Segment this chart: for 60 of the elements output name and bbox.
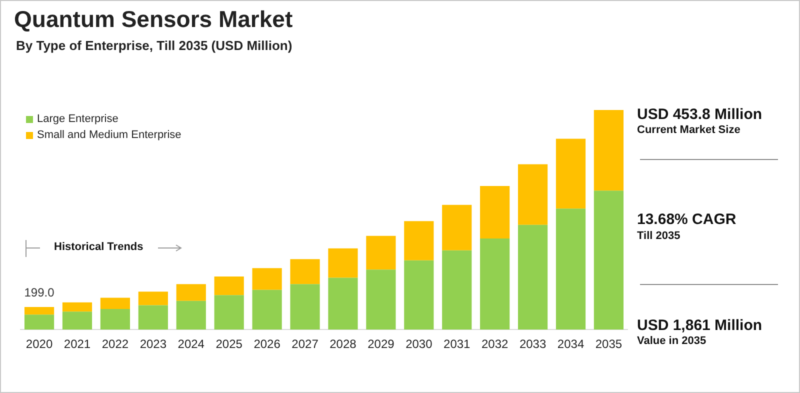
x-tick-label: 2027 xyxy=(292,337,319,352)
bar xyxy=(328,248,358,278)
bar xyxy=(366,270,396,330)
x-tick-label: 2032 xyxy=(481,337,509,352)
x-tick-label: 2029 xyxy=(368,337,395,352)
bar xyxy=(366,236,396,270)
annotation: Historical Trends xyxy=(54,241,144,253)
chart-subtitle: By Type of Enterprise, Till 2035 (USD Million) xyxy=(16,38,292,53)
bar xyxy=(290,259,320,284)
x-tick-label: 2021 xyxy=(64,337,91,352)
text: USD 453.8 Million xyxy=(637,106,762,123)
x-tick-label: 2026 xyxy=(254,337,281,352)
bar xyxy=(556,208,586,330)
bar xyxy=(252,290,282,330)
bar xyxy=(176,300,206,330)
x-tick-label: 2028 xyxy=(330,337,357,352)
bar xyxy=(556,138,586,209)
chart-title: Quantum Sensors Market xyxy=(14,6,293,33)
legend-label: Large Enterprise xyxy=(37,113,118,125)
text: Value in 2035 xyxy=(637,335,706,347)
x-tick-label: 2033 xyxy=(519,337,546,352)
text: USD 1,861 Million xyxy=(637,317,762,334)
bar xyxy=(518,164,548,225)
bar xyxy=(328,278,358,330)
text: 13.68% CAGR xyxy=(637,211,736,228)
annotation: 199.0 xyxy=(24,285,55,300)
x-tick-label: 2022 xyxy=(102,337,129,352)
bar xyxy=(138,292,168,306)
x-tick-label: 2024 xyxy=(178,337,205,352)
bar xyxy=(24,314,54,330)
bar xyxy=(62,312,92,330)
x-tick-label: 2023 xyxy=(140,337,167,352)
bar xyxy=(290,284,320,330)
bar xyxy=(404,260,434,330)
bar xyxy=(214,276,244,296)
bar xyxy=(480,186,510,238)
x-tick-label: 2035 xyxy=(595,337,622,352)
bar xyxy=(404,221,434,260)
bar xyxy=(176,284,206,301)
bar xyxy=(100,308,130,330)
text: Till 2035 xyxy=(637,230,680,242)
bar xyxy=(62,302,92,312)
bar xyxy=(138,305,168,330)
legend-label: Small and Medium Enterprise xyxy=(37,129,182,141)
bar xyxy=(442,204,472,250)
bar xyxy=(594,110,624,191)
bar xyxy=(518,224,548,330)
bar xyxy=(24,306,54,315)
x-tick-label: 2031 xyxy=(444,337,471,352)
x-tick-label: 2025 xyxy=(216,337,243,352)
text: Current Market Size xyxy=(637,124,740,136)
x-tick-label: 2020 xyxy=(26,337,53,352)
bar xyxy=(442,250,472,330)
x-tick-label: 2030 xyxy=(406,337,433,352)
bar xyxy=(100,298,130,309)
bar xyxy=(214,295,244,330)
bar xyxy=(594,190,624,330)
bar xyxy=(480,238,510,330)
bar xyxy=(252,268,282,290)
x-tick-label: 2034 xyxy=(557,337,584,352)
